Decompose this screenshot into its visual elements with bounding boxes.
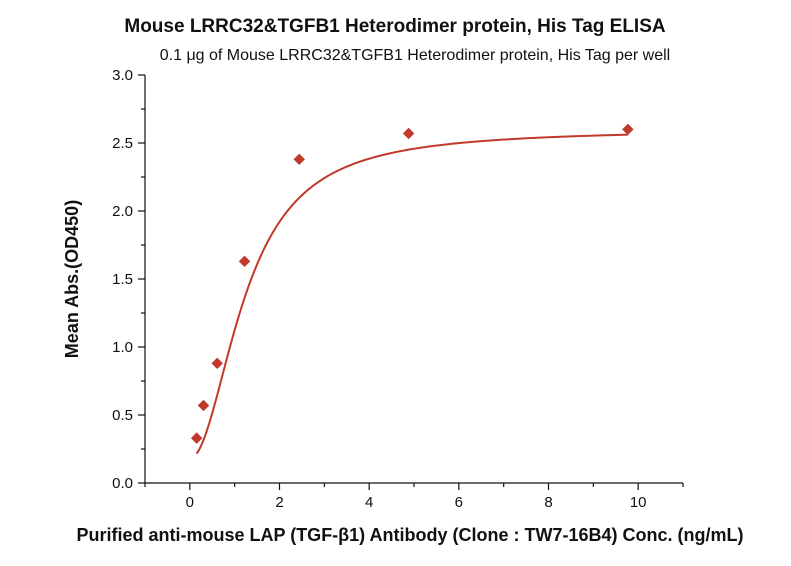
data-point xyxy=(190,432,203,444)
y-tick-label: 0.0 xyxy=(112,475,133,492)
data-point xyxy=(622,123,634,136)
fit-curve xyxy=(195,133,628,455)
ticks: 0.0 0.5 1.0 1.5 2.0 2.5 3.0 0 2 4 6 8 10 xyxy=(112,67,684,511)
y-tick-label: 3.0 xyxy=(112,67,133,84)
data-point xyxy=(211,357,223,370)
x-tick-label: 2 xyxy=(275,494,283,511)
y-tick-label: 1.5 xyxy=(112,271,133,288)
chart-subtitle: 0.1 μg of Mouse LRRC32&TGFB1 Heterodimer… xyxy=(160,47,670,64)
y-tick-label: 0.5 xyxy=(112,407,133,424)
y-tick-label: 2.5 xyxy=(112,135,133,152)
y-axis-label: Mean Abs.(OD450) xyxy=(62,200,82,358)
x-axis-label: Purified anti-mouse LAP (TGF-β1) Antibod… xyxy=(77,525,744,545)
data-point xyxy=(197,399,210,412)
data-point xyxy=(293,153,305,166)
y-tick-label: 2.0 xyxy=(112,203,133,220)
x-tick-label: 4 xyxy=(365,494,373,511)
chart-title: Mouse LRRC32&TGFB1 Heterodimer protein, … xyxy=(124,16,666,37)
x-tick-label: 6 xyxy=(455,494,463,511)
x-tick-label: 10 xyxy=(630,494,647,511)
data-points-layer xyxy=(190,123,634,444)
data-point xyxy=(402,127,415,140)
y-tick-label: 1.0 xyxy=(112,339,133,356)
x-tick-label: 0 xyxy=(186,494,194,511)
data-point xyxy=(238,255,251,268)
x-tick-label: 8 xyxy=(544,494,552,511)
fit-curve-layer xyxy=(195,133,628,455)
